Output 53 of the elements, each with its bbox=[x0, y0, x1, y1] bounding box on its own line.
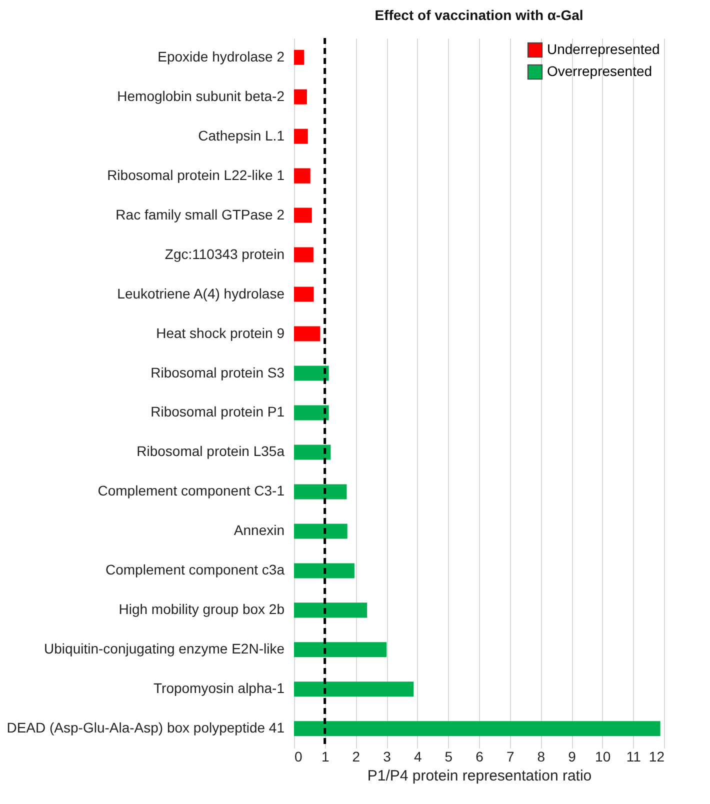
legend-label: Underrepresented bbox=[547, 41, 660, 57]
x-tick-label: 0 bbox=[294, 748, 302, 764]
y-tick-label: Heat shock protein 9 bbox=[156, 324, 285, 341]
y-tick-label: DEAD (Asp-Glu-Ala-Asp) box polypeptide 41 bbox=[6, 720, 285, 736]
bar bbox=[294, 89, 307, 104]
bar bbox=[294, 602, 368, 618]
bar bbox=[294, 721, 660, 736]
x-tick-label: 8 bbox=[537, 748, 546, 764]
bar bbox=[294, 247, 314, 262]
x-tick-label: 9 bbox=[568, 748, 576, 764]
bar bbox=[294, 366, 329, 381]
y-tick-label: Ribosomal protein L22-like 1 bbox=[107, 166, 285, 183]
bar bbox=[294, 326, 320, 342]
x-tick-label: 3 bbox=[383, 748, 392, 764]
y-tick-label: Epoxide hydrolase 2 bbox=[158, 48, 285, 64]
x-tick-label: 7 bbox=[506, 748, 514, 764]
y-tick-label: Zgc:110343 protein bbox=[164, 246, 284, 262]
x-tick-label: 12 bbox=[648, 748, 665, 764]
chart-title: Effect of vaccination with α-Gal bbox=[374, 6, 584, 23]
y-tick-label: Cathepsin L.1 bbox=[198, 127, 285, 144]
y-tick-label: Tropomyosin alpha-1 bbox=[154, 680, 285, 696]
x-tick-label: 10 bbox=[595, 748, 611, 764]
y-tick-label: Leukotriene A(4) hydrolase bbox=[117, 285, 285, 302]
x-tick-label: 2 bbox=[352, 748, 360, 764]
y-tick-label: Hemoglobin subunit beta-2 bbox=[117, 88, 285, 104]
bar bbox=[294, 444, 331, 460]
y-tick-label: High mobility group box 2b bbox=[118, 601, 285, 618]
x-tick-label: 1 bbox=[321, 748, 330, 764]
bar bbox=[294, 128, 308, 144]
x-tick-label: 4 bbox=[414, 748, 422, 764]
y-tick-label: Ribosomal protein L35a bbox=[136, 443, 285, 460]
y-tick-label: Complement component c3a bbox=[106, 562, 285, 578]
bar bbox=[294, 682, 414, 697]
bar bbox=[294, 524, 348, 539]
bar bbox=[294, 563, 354, 578]
x-axis-title: P1/P4 protein representation ratio bbox=[367, 768, 592, 784]
legend-label: Overrepresented bbox=[547, 63, 652, 79]
y-tick-label: Rac family small GTPase 2 bbox=[116, 206, 285, 222]
x-tick-label: 5 bbox=[444, 748, 453, 764]
y-tick-label: Complement component C3-1 bbox=[98, 482, 285, 499]
y-tick-label: Ubiquitin-conjugating enzyme E2N-like bbox=[44, 640, 285, 657]
bar bbox=[294, 168, 310, 184]
bar bbox=[294, 50, 304, 65]
y-tick-label: Annexin bbox=[234, 522, 284, 538]
bar bbox=[294, 286, 314, 302]
y-tick-label: Ribosomal protein P1 bbox=[150, 404, 285, 420]
bar bbox=[294, 405, 329, 420]
bar bbox=[294, 208, 312, 223]
x-tick-label: 11 bbox=[626, 748, 642, 764]
bar bbox=[294, 642, 386, 658]
bar bbox=[294, 484, 347, 500]
y-tick-label: Ribosomal protein S3 bbox=[150, 364, 285, 380]
x-tick-label: 6 bbox=[476, 748, 484, 764]
